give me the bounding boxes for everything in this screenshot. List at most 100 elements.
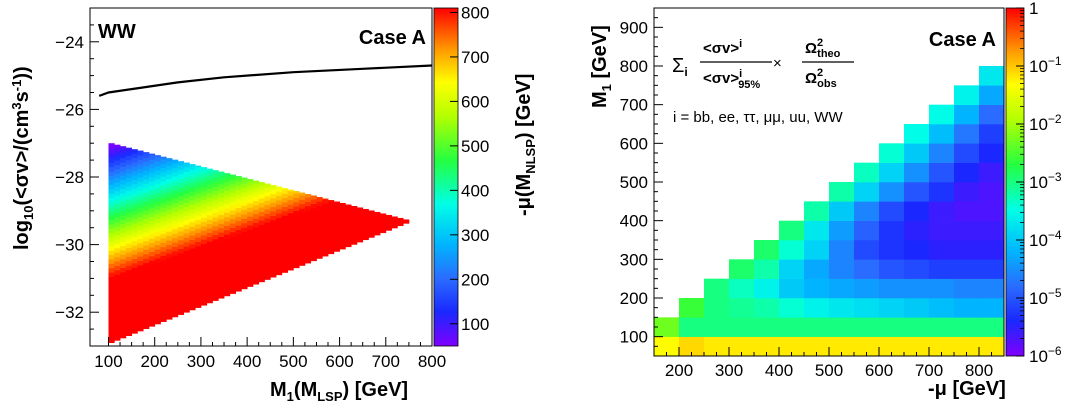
left-heatmap xyxy=(108,143,410,344)
left-heat-cell xyxy=(322,198,329,200)
left-heat-cell xyxy=(339,240,346,246)
left-heat-cell xyxy=(333,229,340,235)
left-heat-cell xyxy=(247,246,254,252)
left-heat-cell xyxy=(322,198,329,204)
left-heat-cell xyxy=(125,234,132,240)
left-heat-cell xyxy=(137,243,144,248)
left-heat-cell xyxy=(235,229,242,235)
right-heat-cell xyxy=(879,317,905,337)
left-heat-cell xyxy=(241,258,248,263)
left-heat-cell xyxy=(154,240,161,246)
left-heat-cell xyxy=(299,243,306,249)
left-heat-cell xyxy=(125,300,132,306)
right-heat-cell xyxy=(979,220,1005,241)
left-heat-cell xyxy=(143,227,150,233)
left-limit-line xyxy=(98,64,433,97)
left-heat-cell xyxy=(218,192,225,198)
left-heat-cell xyxy=(172,167,179,173)
left-heat-cell xyxy=(125,243,132,249)
left-heat-cell xyxy=(108,228,115,234)
left-heat-cell xyxy=(137,234,144,240)
left-heat-cell xyxy=(258,189,265,195)
right-heat-cell xyxy=(904,220,930,241)
left-heat-cell xyxy=(143,289,150,294)
left-heat-cell xyxy=(195,272,202,278)
left-y-axis-label: log10(<σv>/(cm3s-1)) xyxy=(9,66,36,250)
left-heat-cell xyxy=(137,317,144,323)
left-heat-cell xyxy=(143,271,150,277)
left-heat-cell xyxy=(114,164,121,170)
left-heat-cell xyxy=(287,239,294,245)
left-heat-cell xyxy=(310,207,317,213)
left-heat-cell xyxy=(114,151,121,157)
left-heat-cell xyxy=(172,299,179,305)
left-heat-cell xyxy=(328,200,335,206)
left-heat-cell xyxy=(218,276,225,281)
left-heat-cell xyxy=(154,209,161,215)
left-heat-cell xyxy=(241,200,248,206)
left-heat-cell xyxy=(143,170,150,176)
left-heat-cell xyxy=(241,218,248,224)
left-heat-cell xyxy=(183,219,190,225)
left-heat-cell xyxy=(189,182,196,188)
left-heat-cell xyxy=(108,206,115,212)
left-heat-cell xyxy=(368,210,375,216)
left-x-axis-label: M1(MLSP) [GeV] xyxy=(270,379,408,403)
left-heat-cell xyxy=(195,175,202,181)
left-heat-cell xyxy=(125,151,132,156)
left-heat-cell xyxy=(345,233,352,239)
left-heat-cell xyxy=(351,213,358,219)
right-heat-cell xyxy=(954,104,980,125)
left-heat-cell xyxy=(172,185,179,190)
left-heat-cell xyxy=(270,219,277,225)
left-heat-cell xyxy=(177,217,184,223)
left-heat-cell xyxy=(114,248,121,253)
left-heat-cell xyxy=(270,246,277,252)
left-heat-cell xyxy=(328,214,335,219)
left-heat-cell xyxy=(125,318,132,323)
left-heat-cell xyxy=(235,194,242,200)
right-heat-cell xyxy=(854,336,880,357)
left-heat-cell xyxy=(200,278,208,284)
left-heat-cell xyxy=(235,260,242,266)
left-heat-cell xyxy=(200,265,208,271)
left-heat-cell xyxy=(114,173,121,179)
left-heat-cell xyxy=(362,235,369,241)
left-heat-cell xyxy=(148,277,156,283)
right-heat-cell xyxy=(979,162,1005,183)
left-heat-cell xyxy=(166,310,173,316)
left-heat-cell xyxy=(131,328,138,334)
left-heat-cell xyxy=(154,266,161,272)
left-heat-cell xyxy=(252,209,260,215)
left-heat-cell xyxy=(235,198,242,204)
left-heat-cell xyxy=(166,200,173,206)
left-heat-cell xyxy=(206,171,213,176)
left-palette xyxy=(433,7,459,347)
left-heat-cell xyxy=(224,269,231,275)
left-heat-cell xyxy=(183,290,190,296)
left-heat-cell xyxy=(148,154,156,160)
left-heat-cell xyxy=(304,227,312,233)
left-heat-cell xyxy=(356,233,364,238)
left-heat-cell xyxy=(160,172,167,177)
left-heat-cell xyxy=(143,205,150,211)
left-heat-cell xyxy=(143,166,150,171)
left-heat-cell xyxy=(333,207,340,213)
left-heat-cell xyxy=(189,226,196,232)
left-heat-cell xyxy=(200,168,208,174)
left-heat-cell xyxy=(137,207,144,213)
left-heat-cell xyxy=(120,175,127,181)
left-heat-cell xyxy=(299,221,306,227)
left-heat-cell xyxy=(154,227,161,233)
left-heat-cell xyxy=(148,247,156,252)
left-heat-cell xyxy=(235,277,242,283)
left-heat-cell xyxy=(114,146,121,152)
right-heat-cell xyxy=(979,278,1005,299)
left-heat-cell xyxy=(172,180,179,186)
right-heat-cell xyxy=(954,259,980,279)
left-heat-cell xyxy=(108,202,115,207)
left-heat-cell xyxy=(131,320,138,325)
left-heat-cell xyxy=(183,189,190,194)
left-heat-cell xyxy=(143,157,150,162)
left-heat-cell xyxy=(229,218,236,224)
